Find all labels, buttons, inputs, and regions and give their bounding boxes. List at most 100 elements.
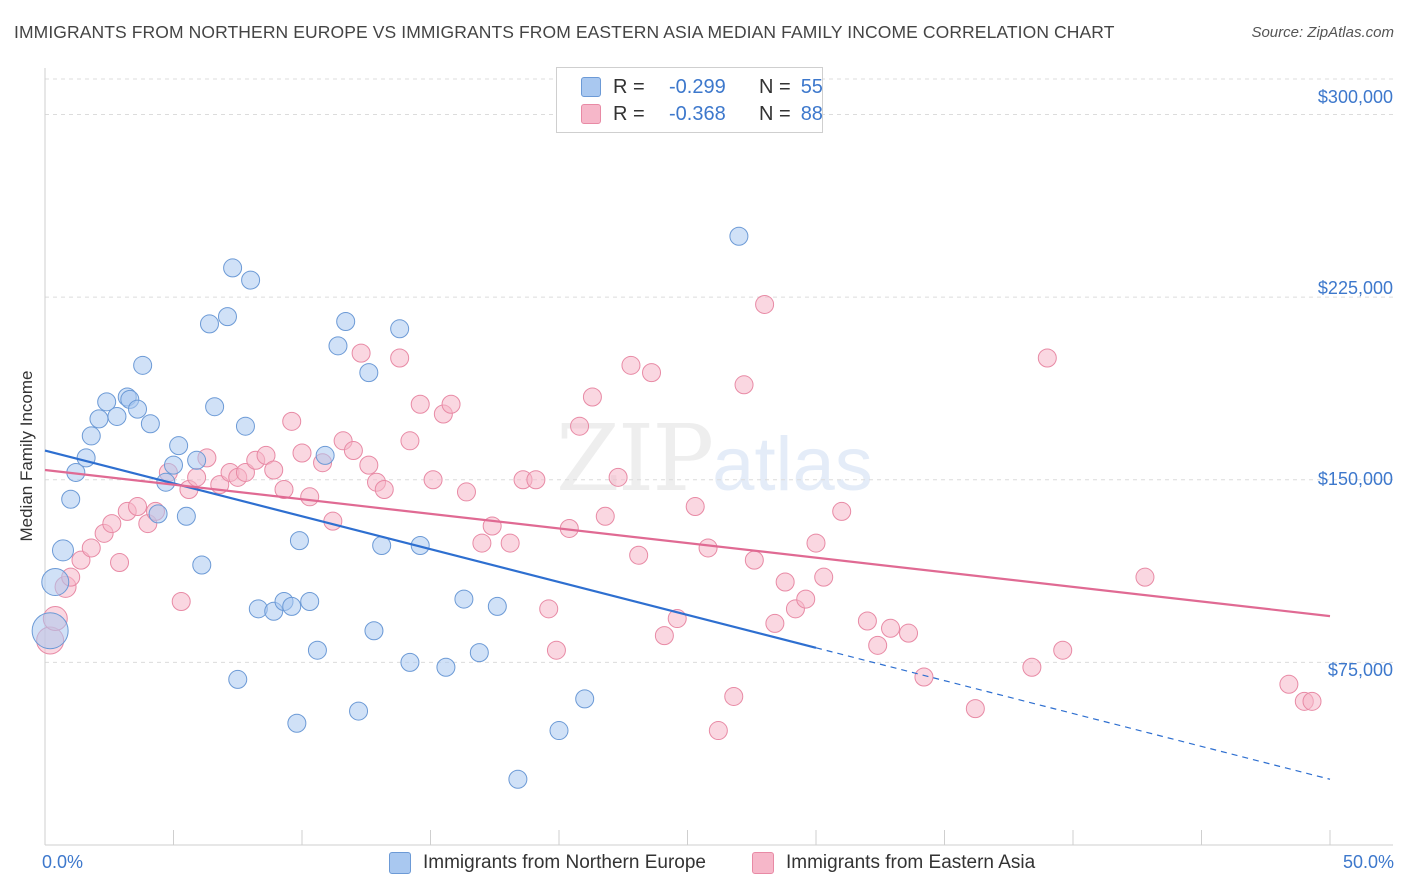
- point-eastern-asia: [274, 480, 294, 500]
- point-eastern-asia: [171, 592, 191, 612]
- point-northern-europe: [81, 426, 101, 446]
- point-eastern-asia: [698, 538, 718, 558]
- point-northern-europe: [97, 392, 117, 412]
- legend-n-value: 88: [800, 102, 823, 125]
- point-eastern-asia: [128, 497, 148, 517]
- bottom-legend-swatch-pink: [752, 852, 774, 874]
- point-eastern-asia: [374, 480, 394, 500]
- point-northern-europe: [217, 307, 237, 327]
- point-eastern-asia: [724, 686, 744, 706]
- legend-row-eastern-asia: R = -0.368 N = 88: [581, 102, 823, 126]
- point-northern-europe: [41, 568, 70, 597]
- point-eastern-asia: [914, 667, 934, 687]
- point-eastern-asia: [187, 467, 207, 487]
- y-tick-label: $300,000: [1317, 87, 1393, 107]
- point-eastern-asia: [81, 538, 101, 558]
- point-northern-europe: [140, 414, 160, 434]
- watermark: ZIPatlas: [556, 405, 873, 512]
- x-tick-label: 0.0%: [42, 852, 84, 872]
- point-northern-europe: [205, 397, 225, 417]
- point-northern-europe: [454, 589, 474, 609]
- legend-swatch-blue: [581, 77, 601, 97]
- point-eastern-asia: [526, 470, 546, 490]
- point-northern-europe: [575, 689, 595, 709]
- trend-line-eastern-asia: [44, 468, 1331, 618]
- point-eastern-asia: [765, 613, 785, 633]
- point-eastern-asia: [343, 441, 363, 461]
- point-eastern-asia: [868, 635, 888, 655]
- legend-r-value: -0.299: [669, 75, 726, 98]
- point-northern-europe: [328, 336, 348, 356]
- legend-n-value: 55: [800, 75, 823, 98]
- point-northern-europe: [107, 406, 127, 426]
- y-tick-label: $75,000: [1327, 660, 1393, 680]
- point-eastern-asia: [654, 626, 674, 646]
- point-northern-europe: [61, 489, 81, 509]
- point-eastern-asia: [755, 294, 775, 314]
- point-northern-europe: [51, 539, 74, 562]
- point-northern-europe: [192, 555, 212, 575]
- point-northern-europe: [436, 657, 456, 677]
- point-northern-europe: [315, 445, 335, 465]
- point-eastern-asia: [71, 550, 91, 570]
- point-eastern-asia: [881, 618, 901, 638]
- point-northern-europe: [469, 643, 489, 663]
- y-tick-label: $225,000: [1317, 278, 1393, 298]
- legend-r-label: R =: [613, 75, 645, 98]
- point-eastern-asia: [814, 567, 834, 587]
- legend-r-value: -0.368: [669, 102, 726, 125]
- point-northern-europe: [199, 314, 219, 334]
- legend: R = -0.299 N = 55 R = -0.368 N = 88: [556, 67, 823, 133]
- point-northern-europe: [729, 226, 749, 246]
- point-northern-europe: [336, 311, 356, 331]
- point-eastern-asia: [1302, 691, 1322, 711]
- point-eastern-asia: [256, 445, 276, 465]
- point-eastern-asia: [744, 550, 764, 570]
- chart-title: IMMIGRANTS FROM NORTHERN EUROPE VS IMMIG…: [14, 22, 1115, 42]
- point-eastern-asia: [775, 572, 795, 592]
- point-northern-europe: [400, 652, 420, 672]
- point-eastern-asia: [857, 611, 877, 631]
- point-northern-europe: [89, 409, 109, 429]
- point-eastern-asia: [796, 589, 816, 609]
- point-eastern-asia: [1022, 657, 1042, 677]
- point-northern-europe: [148, 504, 168, 524]
- point-northern-europe: [359, 363, 379, 383]
- point-northern-europe: [31, 612, 69, 650]
- point-eastern-asia: [595, 506, 615, 526]
- point-eastern-asia: [734, 375, 754, 395]
- series-name: Immigrants from Northern Europe: [423, 852, 706, 873]
- series-name: Immigrants from Eastern Asia: [786, 852, 1036, 873]
- point-eastern-asia: [410, 394, 430, 414]
- point-eastern-asia: [546, 640, 566, 660]
- point-eastern-asia: [390, 348, 410, 368]
- watermark-atlas: atlas: [712, 422, 873, 507]
- point-eastern-asia: [608, 467, 628, 487]
- point-northern-europe: [133, 355, 153, 375]
- point-eastern-asia: [102, 514, 122, 534]
- point-eastern-asia: [423, 470, 443, 490]
- source-credit: Source: ZipAtlas.com: [1251, 24, 1394, 41]
- point-eastern-asia: [1037, 348, 1057, 368]
- point-eastern-asia: [235, 462, 255, 482]
- point-northern-europe: [349, 701, 369, 721]
- legend-n-label: N =: [759, 75, 791, 98]
- point-northern-europe: [287, 713, 307, 733]
- trend-line-northern-europe: [44, 449, 817, 649]
- point-northern-europe: [289, 531, 309, 551]
- legend-n-label: N =: [759, 102, 791, 125]
- point-northern-europe: [241, 270, 261, 290]
- point-northern-europe: [164, 455, 183, 475]
- point-eastern-asia: [621, 355, 641, 375]
- point-eastern-asia: [832, 501, 852, 521]
- bottom-legend-swatch-blue: [389, 852, 411, 874]
- point-northern-europe: [235, 416, 255, 436]
- point-eastern-asia: [472, 533, 492, 553]
- point-eastern-asia: [110, 553, 130, 573]
- point-eastern-asia: [456, 482, 476, 502]
- point-northern-europe: [364, 621, 384, 641]
- point-northern-europe: [187, 450, 207, 470]
- point-eastern-asia: [351, 343, 371, 363]
- legend-row-northern-europe: R = -0.299 N = 55: [581, 75, 823, 99]
- point-northern-europe: [282, 596, 302, 616]
